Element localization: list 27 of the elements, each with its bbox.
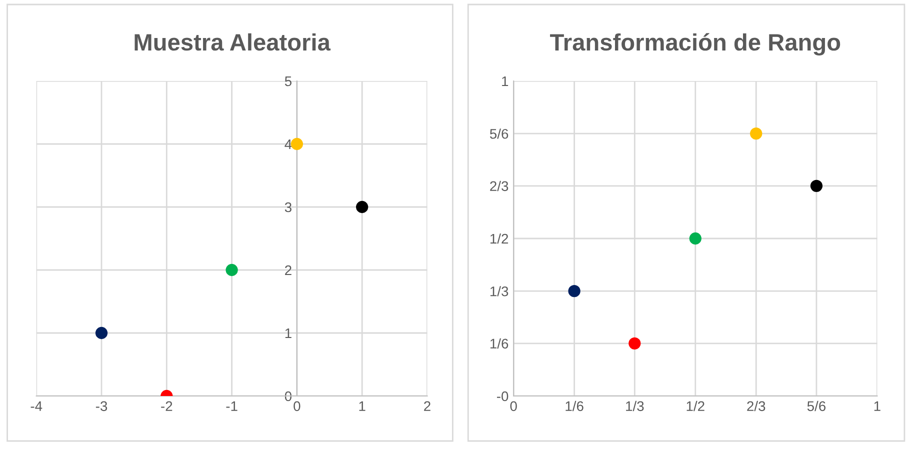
y-tick-label: 5/6	[490, 128, 508, 139]
y-tick-label: 2/3	[490, 180, 508, 192]
y-tick-label: 3	[284, 202, 292, 212]
y-tick-label: 1	[502, 76, 508, 86]
x-tick-label: 0	[294, 401, 300, 412]
y-tick-label: 1/6	[490, 338, 508, 349]
x-tick-label: 1/2	[686, 400, 704, 412]
x-tick-label: -4	[30, 401, 42, 411]
x-tick-label: -3	[96, 401, 108, 412]
y-tick-label: 5	[284, 76, 292, 86]
x-tick-label: 0	[510, 401, 517, 412]
y-tick-label: -0	[496, 391, 508, 402]
x-tick-label: 2/3	[747, 400, 766, 412]
chart-title: Transformación de Rango	[550, 33, 840, 56]
x-tick-label: -1	[226, 401, 238, 411]
y-tick-label: 1/2	[490, 233, 508, 244]
x-tick-label: 5/6	[807, 400, 826, 412]
x-tick-label: 1	[359, 401, 366, 411]
x-tick-label: 1	[874, 401, 880, 411]
y-tick-label: 2	[285, 265, 292, 276]
x-tick-label: 2	[424, 401, 430, 411]
x-tick-label: -2	[161, 401, 172, 411]
chart-title: Muestra Aleatoria	[134, 33, 331, 51]
x-tick-label: 1/3	[626, 400, 644, 412]
y-tick-label: 1/3	[490, 286, 508, 296]
x-tick-label: 1/6	[566, 400, 584, 412]
y-tick-label: 1	[285, 328, 292, 338]
